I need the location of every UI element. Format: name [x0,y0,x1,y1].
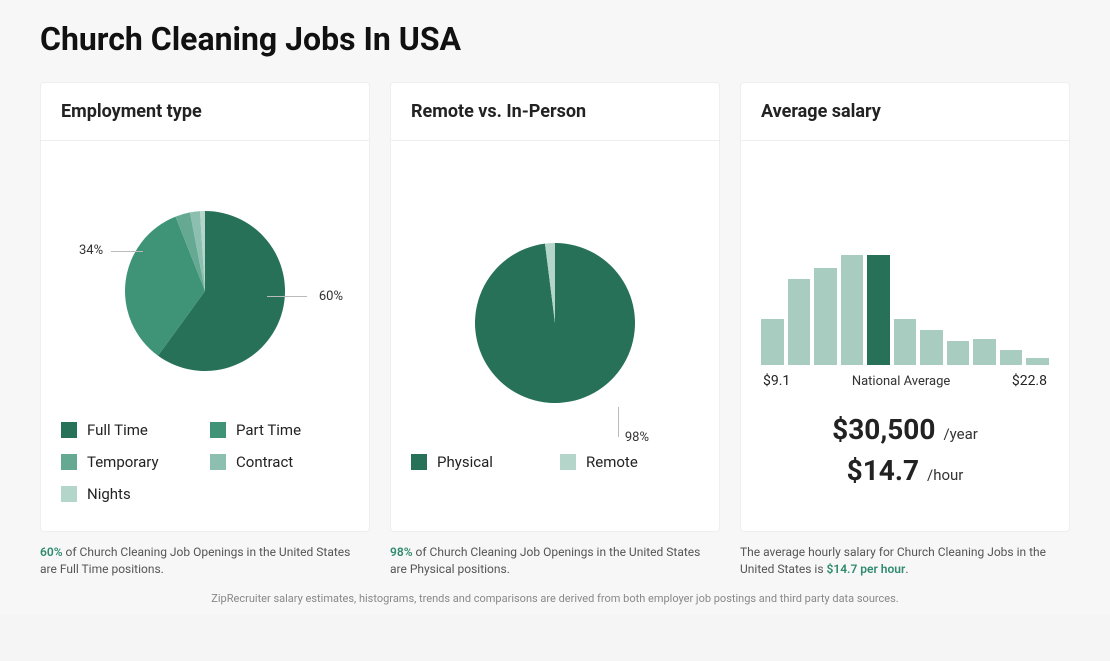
cards-row: Employment type 60% 34% Full Time Part Ti… [40,82,1070,532]
legend-swatch [61,486,77,502]
histogram-bar [894,319,917,365]
footnote-text: . [905,562,908,576]
employment-type-callout-60: 60% [319,289,343,304]
salary-hourly-unit: /hour [927,466,963,484]
legend-swatch [61,422,77,438]
salary-axis: $9.1 National Average $22.8 [761,373,1049,395]
remote-title: Remote vs. In-Person [391,83,719,141]
footnote-highlight: 98% [390,545,413,559]
page-title: Church Cleaning Jobs In USA [40,20,1070,58]
legend-swatch [560,454,576,470]
footnote-text: of Church Cleaning Job Openings in the U… [390,545,700,576]
footnote-highlight: $14.7 per hour [826,562,905,576]
source-note: ZipRecruiter salary estimates, histogram… [40,592,1070,605]
legend-label: Physical [437,453,493,471]
salary-title: Average salary [741,83,1069,141]
legend-label: Nights [87,485,131,503]
remote-card: Remote vs. In-Person 98% Physical Remote [390,82,720,532]
legend-swatch [61,454,77,470]
employment-type-title: Employment type [41,83,369,141]
legend-item: Contract [210,453,349,471]
salary-values: $30,500 /year $14.7 /hour [761,413,1049,487]
histogram-bar [1026,358,1049,365]
histogram-bar [841,255,864,365]
footnote-text: of Church Cleaning Job Openings in the U… [40,545,350,576]
employment-type-legend: Full Time Part Time Temporary Contract Night… [61,421,349,511]
legend-label: Remote [586,453,638,471]
leader-line [618,407,619,437]
legend-item: Part Time [210,421,349,439]
salary-xmin: $9.1 [763,373,790,389]
employment-type-pie [125,211,285,371]
leader-line [267,296,307,297]
legend-swatch [210,422,226,438]
employment-type-footnote: 60% of Church Cleaning Job Openings in t… [40,544,370,578]
salary-histogram [761,255,1049,365]
legend-item: Temporary [61,453,200,471]
histogram-bar [973,339,996,365]
footnote-highlight: 60% [40,545,63,559]
salary-yearly-unit: /year [943,425,977,443]
legend-swatch [411,454,427,470]
remote-legend: Physical Remote [411,453,699,479]
remote-pie [475,243,635,403]
remote-callout-98: 98% [625,430,649,445]
legend-swatch [210,454,226,470]
histogram-bar [920,330,943,365]
employment-type-callout-34: 34% [79,243,103,258]
salary-yearly-value: $30,500 [832,413,935,446]
legend-item: Nights [61,485,200,503]
employment-type-card: Employment type 60% 34% Full Time Part Ti… [40,82,370,532]
employment-type-pie-wrap: 60% 34% [61,161,349,421]
legend-label: Part Time [236,421,301,439]
remote-footnote: 98% of Church Cleaning Job Openings in t… [390,544,720,578]
legend-label: Contract [236,453,293,471]
histogram-bar [788,279,811,365]
histogram-bar [814,268,837,365]
leader-line [111,251,143,252]
salary-national-avg-label: National Average [852,374,951,389]
salary-card: Average salary $9.1 National Average $22… [740,82,1070,532]
salary-footnote: The average hourly salary for Church Cle… [740,544,1070,578]
legend-item: Full Time [61,421,200,439]
salary-xmax: $22.8 [1012,373,1047,389]
histogram-bar [867,255,890,365]
legend-label: Temporary [87,453,159,471]
footnotes-row: 60% of Church Cleaning Job Openings in t… [40,544,1070,578]
histogram-bar [761,319,784,365]
legend-item: Remote [560,453,699,471]
legend-item: Physical [411,453,550,471]
remote-pie-wrap: 98% [411,193,699,453]
salary-hourly-value: $14.7 [847,454,919,487]
legend-label: Full Time [87,421,148,439]
histogram-bar [947,341,970,365]
histogram-bar [1000,350,1023,365]
